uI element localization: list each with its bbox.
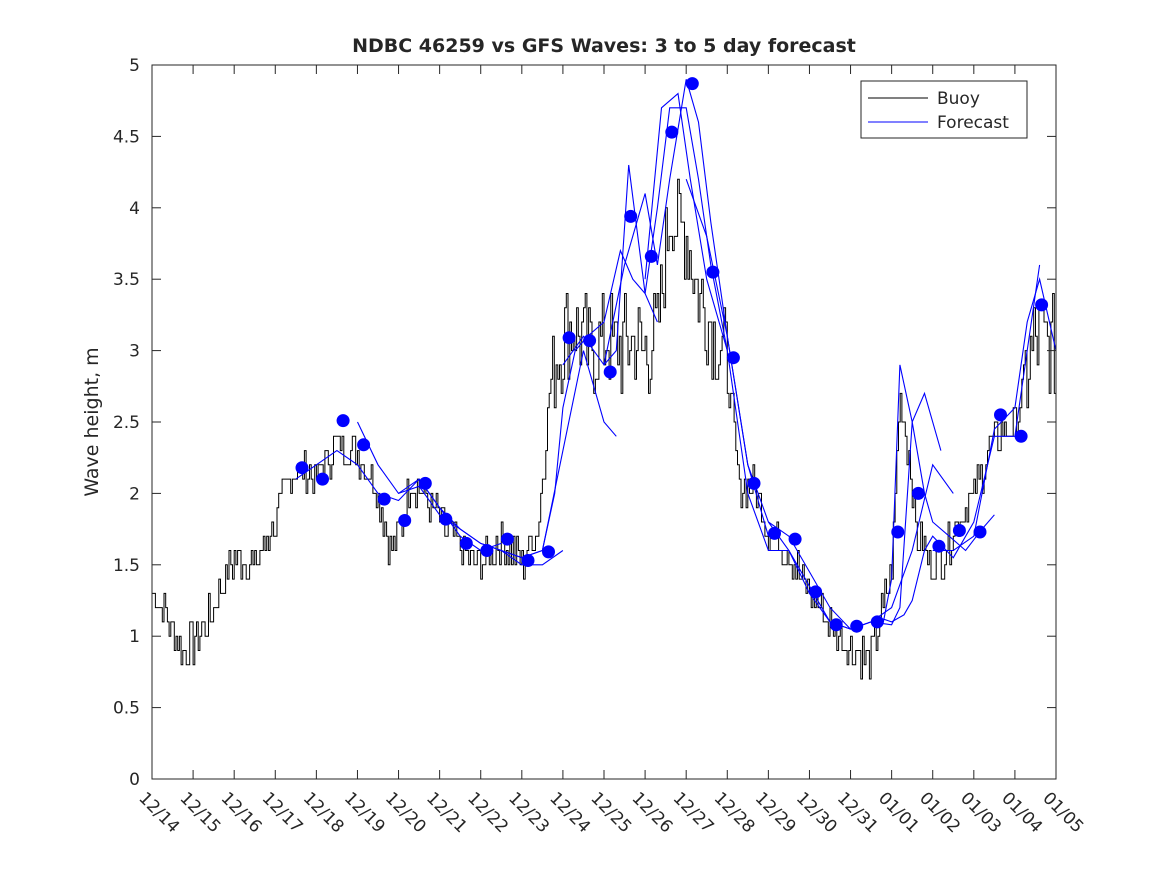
y-tick-label: 4.5 <box>113 127 140 147</box>
y-tick-label: 3 <box>129 342 140 362</box>
chart-title: NDBC 46259 vs GFS Waves: 3 to 5 day fore… <box>352 35 856 57</box>
forecast-point <box>952 524 966 537</box>
forecast-point <box>788 532 802 546</box>
forecast-point <box>932 539 946 553</box>
forecast-point <box>295 461 309 475</box>
forecast-point <box>644 249 658 263</box>
forecast-point <box>1014 429 1028 443</box>
forecast-point <box>891 525 905 539</box>
y-tick-label: 1 <box>129 627 140 647</box>
forecast-point <box>398 514 412 527</box>
y-axis-label: Wave height, m <box>81 347 103 496</box>
forecast-run-line-4 <box>501 248 658 559</box>
y-tick-label: 0 <box>129 770 140 790</box>
forecast-point <box>685 77 699 91</box>
forecast-point <box>870 615 884 629</box>
forecast-point <box>850 619 864 633</box>
legend-box <box>860 80 1028 139</box>
y-tick-label: 5 <box>129 56 140 76</box>
forecast-point <box>994 408 1007 422</box>
legend: Buoy Forecast <box>860 80 1028 139</box>
legend-forecast-label: Forecast <box>937 113 1009 133</box>
forecast-point <box>973 525 987 539</box>
forecast-point <box>521 554 535 567</box>
forecast-point <box>747 476 761 490</box>
y-tick-label: 0.5 <box>113 699 140 719</box>
y-tick-label: 3.5 <box>113 270 140 290</box>
y-tick-label: 2 <box>129 484 140 504</box>
forecast-point <box>1035 298 1049 312</box>
forecast-point <box>480 544 494 557</box>
forecast-point <box>316 472 329 486</box>
y-tick-label: 1.5 <box>113 556 140 576</box>
forecast-point <box>706 265 720 279</box>
forecast-run-line-10 <box>829 421 995 630</box>
forecast-point <box>336 414 350 428</box>
forecast-point <box>418 476 432 490</box>
forecast-run-line-7 <box>644 92 831 623</box>
forecast-point <box>357 438 371 452</box>
forecast-point <box>726 351 740 365</box>
forecast-point <box>562 331 576 345</box>
forecast-point <box>459 536 473 550</box>
y-tick-label: 4 <box>129 199 140 219</box>
buoy-series-line <box>152 178 1057 680</box>
forecast-point <box>624 209 638 223</box>
forecast-point <box>829 618 843 632</box>
forecast-point <box>583 334 597 348</box>
y-tick-label: 2.5 <box>113 413 140 433</box>
forecast-point <box>542 545 555 559</box>
forecast-point <box>377 492 391 506</box>
forecast-point <box>911 486 925 500</box>
forecast-point <box>500 532 514 546</box>
forecast-point <box>603 365 617 379</box>
forecast-point <box>665 125 679 139</box>
legend-buoy-label: Buoy <box>937 89 980 109</box>
forecast-point <box>768 526 781 540</box>
forecast-point <box>439 512 453 526</box>
forecast-point <box>809 585 823 599</box>
